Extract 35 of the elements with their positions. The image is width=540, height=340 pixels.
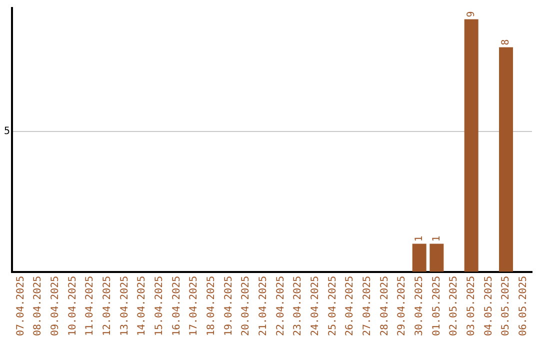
data-label: 9 (466, 11, 477, 18)
x-tick-label: 28.04.2025 (379, 276, 390, 336)
x-tick-label: 24.04.2025 (310, 276, 321, 336)
x-tick-label: 04.05.2025 (483, 276, 494, 336)
x-tick-label: 02.05.2025 (448, 276, 460, 336)
x-tick-label: 03.05.2025 (466, 276, 477, 336)
x-tick-label: 19.04.2025 (223, 276, 234, 336)
data-label: 1 (431, 236, 442, 242)
x-tick-label: 27.04.2025 (362, 276, 373, 336)
data-label: 8 (500, 39, 512, 46)
x-tick-label: 18.04.2025 (206, 276, 217, 336)
x-tick-label: 05.05.2025 (500, 276, 512, 336)
x-tick-label: 14.04.2025 (136, 276, 148, 336)
x-tick-label: 17.04.2025 (188, 276, 200, 336)
x-tick-label: 22.04.2025 (275, 276, 286, 336)
data-label: 1 (414, 236, 425, 242)
x-tick-label: 07.04.2025 (15, 276, 26, 336)
x-tick-label: 29.04.2025 (396, 276, 408, 336)
y-tick-label: 5 (4, 126, 10, 138)
x-tick-label: 21.04.2025 (258, 276, 269, 336)
x-tick-label: 23.04.2025 (292, 276, 304, 336)
x-tick-label: 15.04.2025 (154, 276, 165, 336)
x-tick-label: 12.04.2025 (102, 276, 113, 336)
x-tick-label: 09.04.2025 (50, 276, 61, 336)
x-tick-label: 30.04.2025 (414, 276, 425, 336)
x-tick-label: 26.04.2025 (344, 276, 356, 336)
x-tick-label: 10.04.2025 (67, 276, 78, 336)
x-tick-label: 25.04.2025 (327, 276, 338, 336)
x-tick-label: 13.04.2025 (119, 276, 130, 336)
x-tick-label: 01.05.2025 (431, 276, 442, 336)
x-tick-label: 06.05.2025 (518, 276, 529, 336)
x-tick-label: 20.04.2025 (240, 276, 252, 336)
x-tick-label: 11.04.2025 (84, 276, 96, 336)
x-tick-label: 08.04.2025 (32, 276, 44, 336)
x-tick-label: 16.04.2025 (171, 276, 182, 336)
